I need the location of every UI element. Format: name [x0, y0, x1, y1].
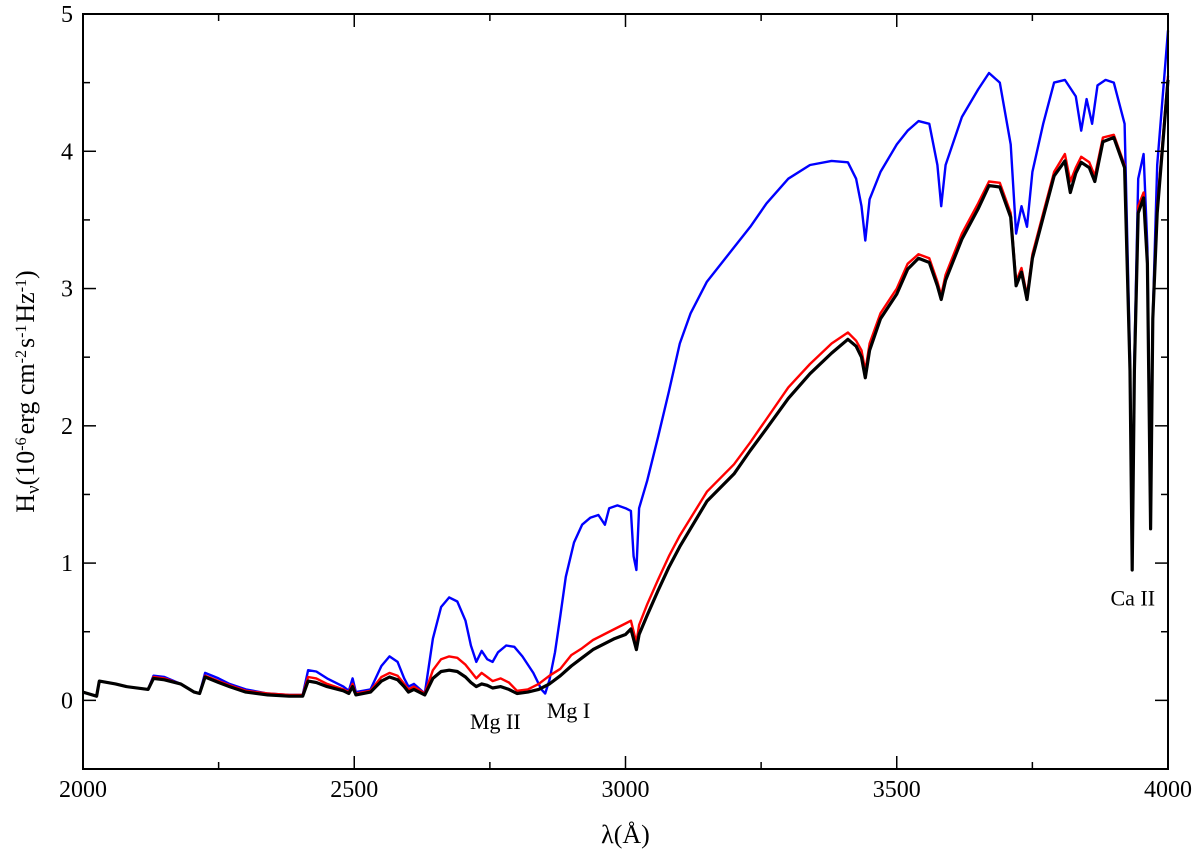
y-title-unit3: Hz: [11, 292, 40, 322]
y-tick-label: 3: [61, 277, 73, 303]
y-title-prefix: (10: [11, 451, 40, 486]
y-title-base-sub: ν: [23, 485, 44, 494]
plot-frame: [82, 13, 1169, 770]
y-tick-label: 1: [61, 551, 73, 577]
y-title-unit2-sup: -1: [13, 325, 30, 338]
annotation-label: Mg II: [470, 709, 521, 734]
y-title-unit1: erg cm: [11, 363, 40, 434]
series-line-3: [82, 79, 1170, 698]
y-axis-title: Hν(10-6erg cm-2s-1Hz-1): [11, 270, 44, 512]
y-title-unit3-sup: -1: [13, 279, 30, 292]
y-tick-label: 4: [61, 139, 73, 165]
x-axis-title: λ(Å): [601, 820, 650, 849]
x-tick-label: 3000: [602, 777, 650, 803]
annotations-layer: Mg II Mg I Ca II: [470, 585, 1155, 734]
y-tick-label: 0: [61, 688, 73, 714]
x-tick-label: 4000: [1144, 777, 1192, 803]
series-layer: [82, 30, 1170, 698]
y-title-prefix-sup: -6: [13, 437, 30, 450]
series-line-1: [82, 30, 1170, 698]
y-title-suffix: ): [11, 270, 40, 279]
x-tick-label: 3500: [873, 777, 921, 803]
annotation-label: Ca II: [1110, 585, 1155, 610]
x-tick-label: 2000: [59, 777, 107, 803]
ticks-layer: 2000 2500 3000 3500 4000 0 1 2 3 4 5: [59, 2, 1192, 803]
series-line-2: [82, 75, 1170, 698]
y-tick-label: 5: [61, 2, 73, 28]
y-title-unit1-sup: -2: [13, 350, 30, 363]
annotation-label: Mg I: [547, 698, 590, 723]
y-tick-label: 2: [61, 414, 73, 440]
y-title-unit2: s: [11, 338, 40, 348]
x-tick-label: 2500: [330, 777, 378, 803]
y-title-base: H: [11, 494, 40, 513]
